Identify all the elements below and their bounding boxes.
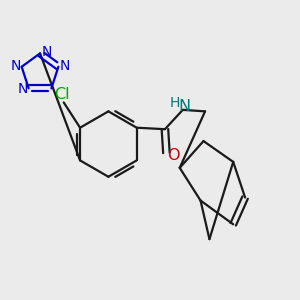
Text: N: N — [178, 99, 190, 114]
Text: N: N — [59, 59, 70, 73]
Text: O: O — [167, 148, 179, 164]
Text: N: N — [41, 45, 52, 59]
Text: N: N — [17, 82, 28, 96]
Text: N: N — [11, 59, 21, 73]
Text: Cl: Cl — [54, 87, 70, 102]
Text: H: H — [169, 96, 180, 110]
